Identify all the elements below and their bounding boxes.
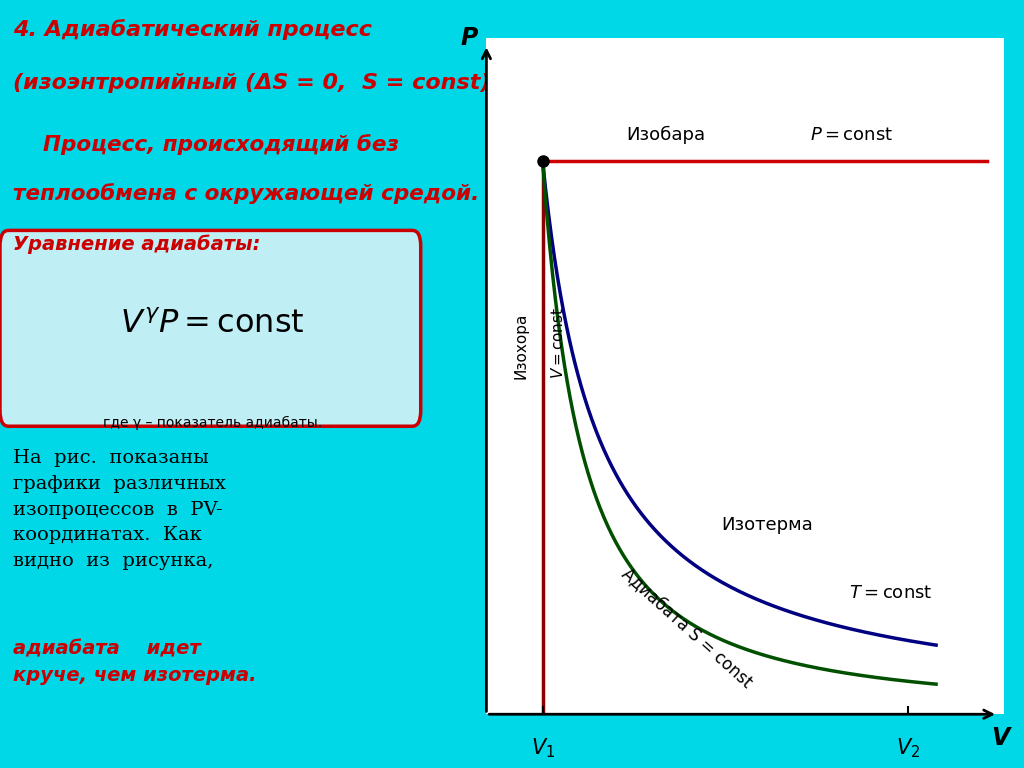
Text: $V_1$: $V_1$ xyxy=(530,737,555,760)
Text: $V_2$: $V_2$ xyxy=(896,737,920,760)
Text: $V = \mathrm{const}$: $V = \mathrm{const}$ xyxy=(550,307,566,379)
Text: Изобара: Изобара xyxy=(627,125,706,144)
Text: (изоэнтропийный (ΔS = 0,  S = const)).: (изоэнтропийный (ΔS = 0, S = const)). xyxy=(12,73,509,93)
Text: P: P xyxy=(461,25,478,50)
Text: $P = \mathrm{const}$: $P = \mathrm{const}$ xyxy=(810,126,893,144)
Text: адиабата    идет
круче, чем изотерма.: адиабата идет круче, чем изотерма. xyxy=(12,639,256,685)
Text: V: V xyxy=(991,726,1010,750)
Text: Изотерма: Изотерма xyxy=(722,516,813,534)
Text: На  рис.  показаны
графики  различных
изопроцессов  в  PV-
координатах.  Как
вид: На рис. показаны графики различных изопр… xyxy=(12,449,225,570)
Text: теплообмена с окружающей средой.: теплообмена с окружающей средой. xyxy=(12,183,479,204)
Text: Уравнение адиабаты:: Уравнение адиабаты: xyxy=(12,234,260,253)
Text: Изохора: Изохора xyxy=(514,313,528,379)
Text: 4. Адиабатический процесс: 4. Адиабатический процесс xyxy=(12,19,372,40)
Text: $V^{\gamma}P = \mathrm{const}$: $V^{\gamma}P = \mathrm{const}$ xyxy=(120,309,305,339)
FancyBboxPatch shape xyxy=(0,230,421,426)
Text: $T = \mathrm{const}$: $T = \mathrm{const}$ xyxy=(849,584,933,601)
Text: где γ – показатель адиабаты.: где γ – показатель адиабаты. xyxy=(103,416,322,430)
Text: Адиабата S = const: Адиабата S = const xyxy=(617,564,756,691)
Text: Процесс, происходящий без: Процесс, происходящий без xyxy=(12,134,398,155)
